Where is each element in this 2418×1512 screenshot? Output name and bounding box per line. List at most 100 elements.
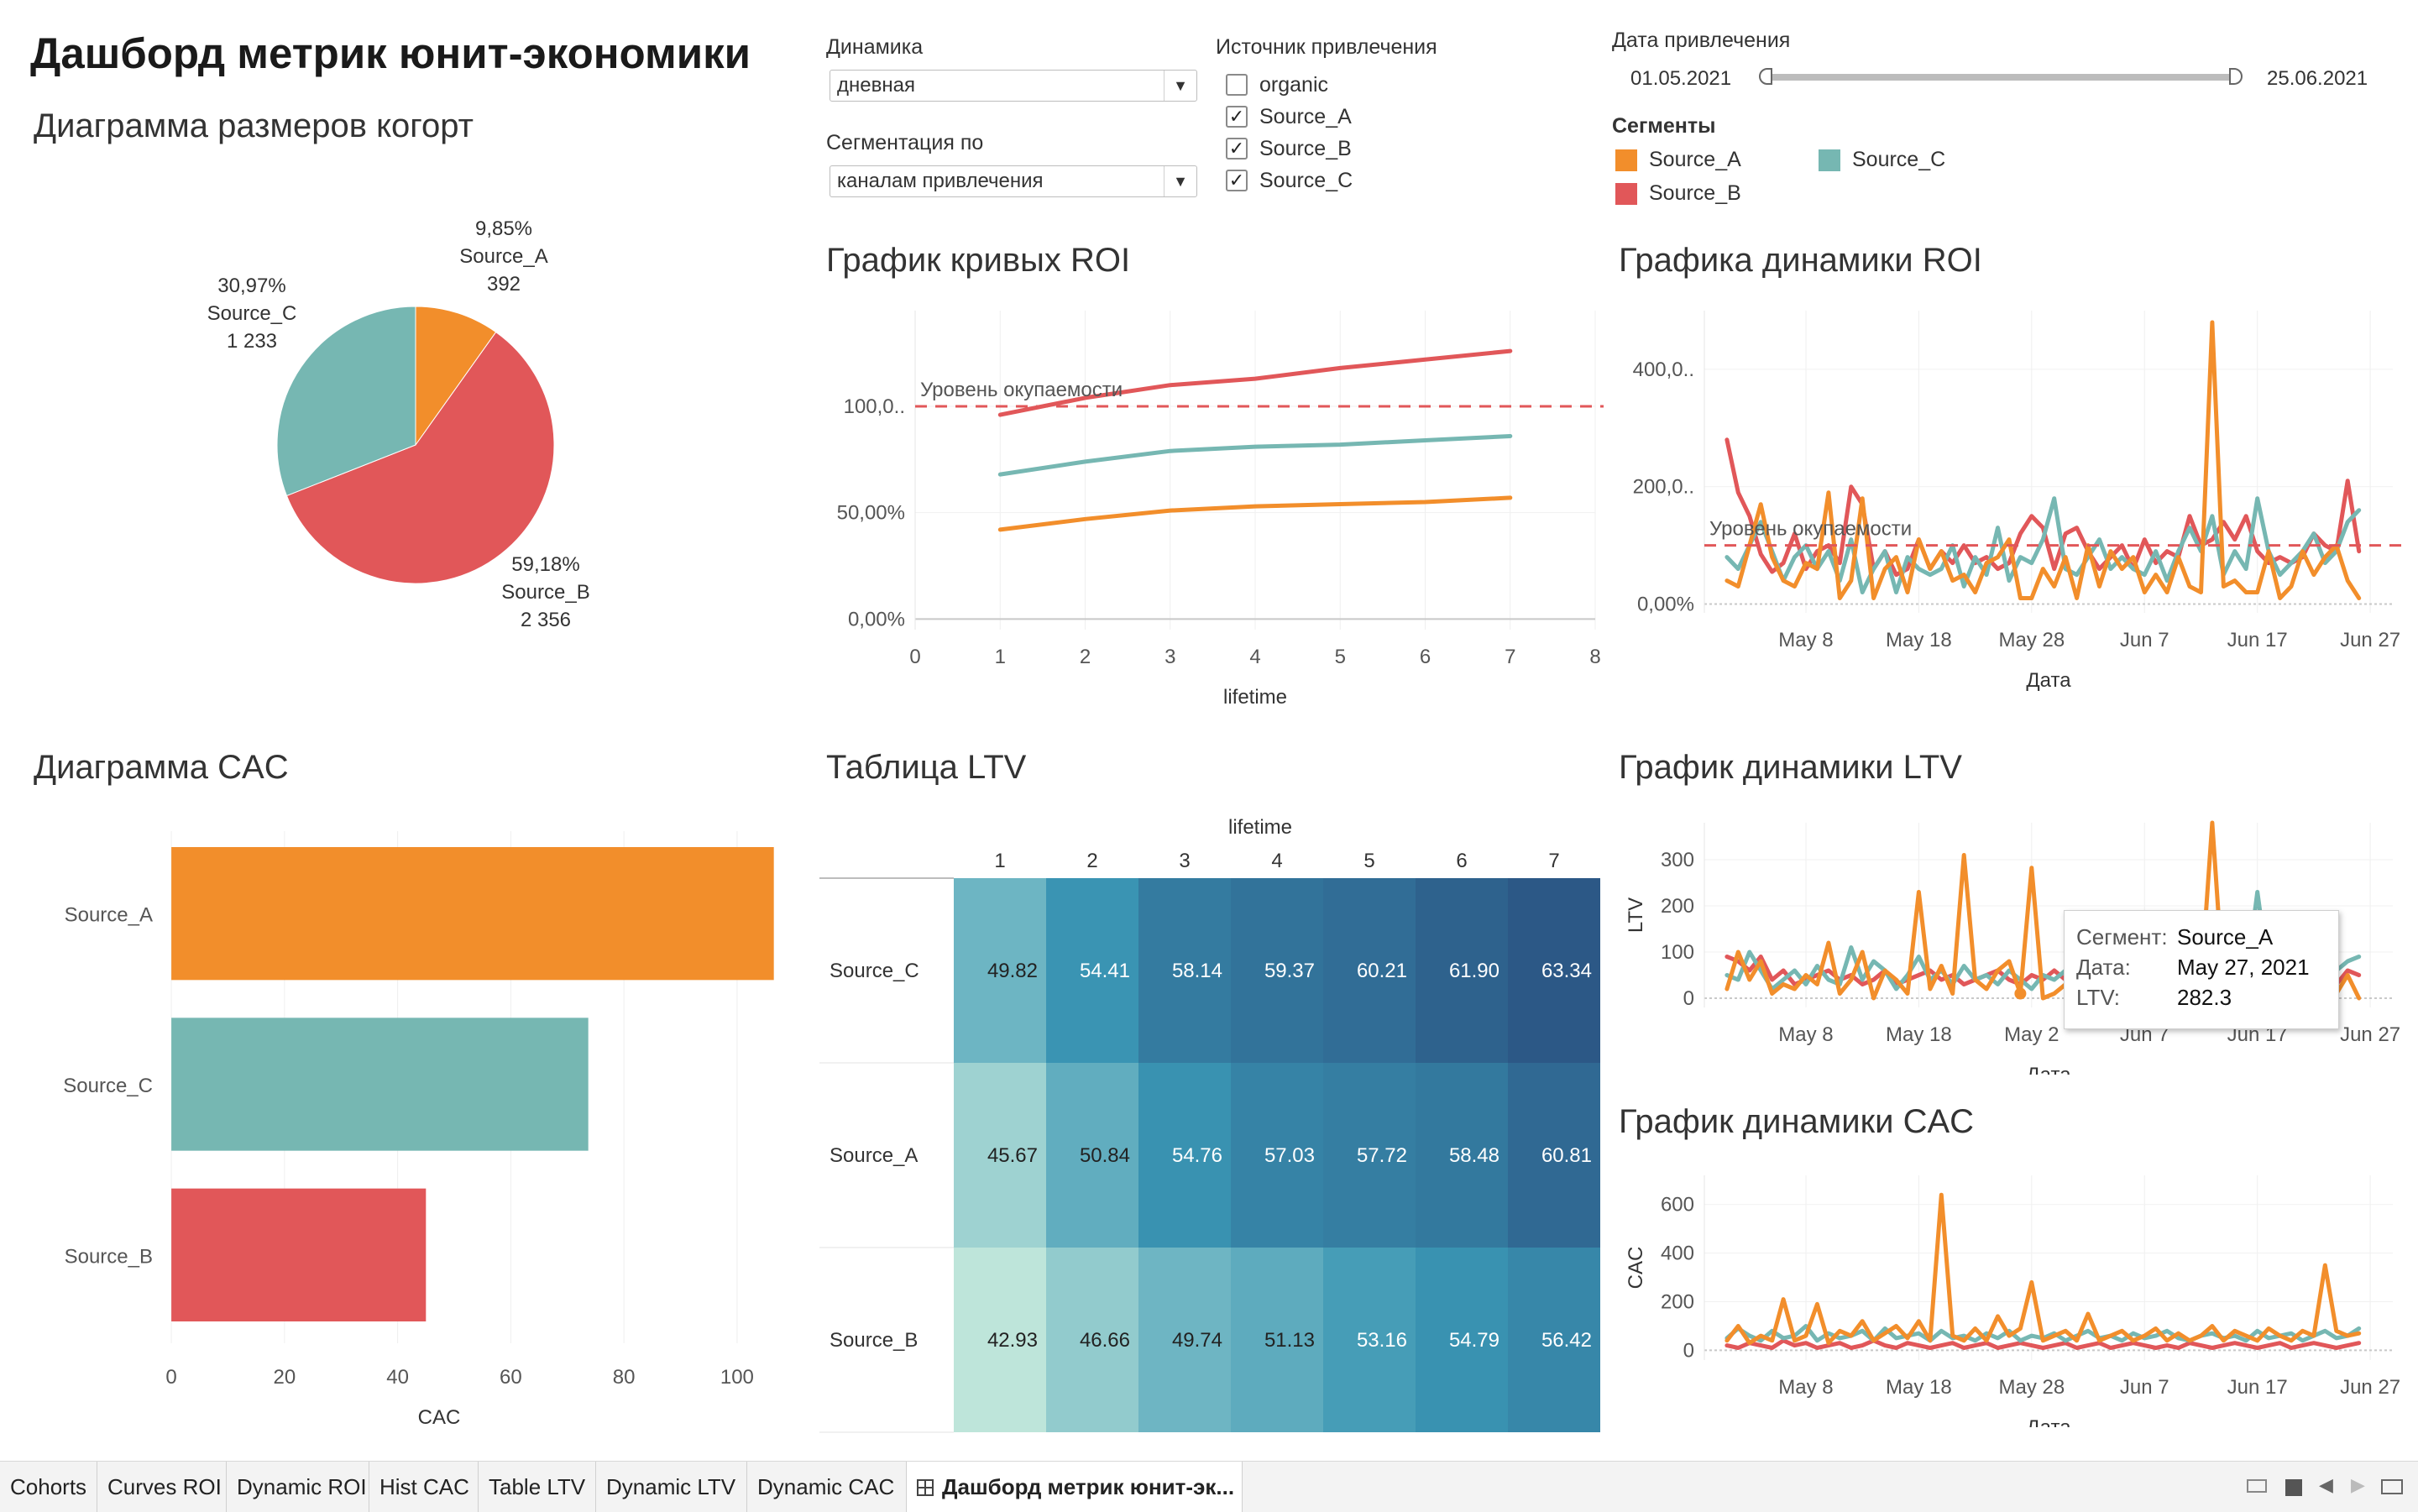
checkbox-checked-icon[interactable]: ✓: [1226, 106, 1248, 128]
y-tick-label: 0,00%: [848, 608, 905, 630]
heatmap-cell: [1508, 1248, 1600, 1432]
checkbox-checked-icon[interactable]: ✓: [1226, 138, 1248, 160]
breakeven-label: Уровень окупаемости: [920, 379, 1123, 401]
date-filter-end: 25.06.2021: [2267, 67, 2368, 90]
source-filter-item-source-b[interactable]: ✓ Source_B: [1226, 133, 1353, 165]
column-header: 1: [994, 850, 1005, 872]
cell-value: 49.82: [987, 960, 1038, 982]
tab-curves-roi[interactable]: Curves ROI: [97, 1462, 227, 1512]
legend-item-source-c[interactable]: Source_C: [1819, 148, 1945, 172]
source-filter-item-source-c[interactable]: ✓ Source_C: [1226, 165, 1353, 196]
cell-value: 49.74: [1172, 1329, 1222, 1352]
heatmap-cell: [1231, 1063, 1323, 1248]
prev-sheet-icon[interactable]: ◀: [2319, 1474, 2333, 1495]
sheet-tab-bar: Cohorts Curves ROI Dynamic ROI Hist CAC …: [0, 1461, 2418, 1512]
cac-bars-title: Диаграмма CAC: [34, 749, 289, 786]
x-tick-label: Jun 17: [2227, 629, 2288, 651]
legend-item-source-b[interactable]: Source_B: [1615, 181, 1741, 206]
date-slider-start-handle[interactable]: [1759, 68, 1772, 85]
x-tick-label: 80: [613, 1366, 636, 1389]
tab-table-ltv[interactable]: Table LTV: [479, 1462, 596, 1512]
cac-dynamics-chart[interactable]: May 8 May 18 May 28 Jun 7 Jun 17 Jun 27 0 200 40…: [1612, 1159, 2418, 1427]
legend-label: Source_A: [1649, 148, 1741, 171]
x-tick-label: 40: [386, 1366, 409, 1389]
series-line-source-a: [1725, 320, 2362, 600]
date-slider-end-handle[interactable]: [2229, 68, 2243, 85]
x-tick-label: May 28: [1998, 1376, 2065, 1399]
x-axis-title: CAC: [418, 1406, 461, 1427]
cohort-pie-chart[interactable]: 9,85% Source_A 392 59,18% Source_B 2 356 30,97…: [0, 168, 806, 688]
heatmap-cell: [1416, 878, 1508, 1063]
tooltip-ltv-label: LTV:: [2076, 985, 2121, 1010]
roi-curves-chart[interactable]: 0 1 2 3 4 5 6 7 8 0,00% 50,00% 100,0.. lifetime Урове…: [806, 294, 1612, 722]
checkbox-checked-icon[interactable]: ✓: [1226, 170, 1248, 191]
x-tick-label: Jun 27: [2340, 1376, 2400, 1399]
tab-dynamic-ltv[interactable]: Dynamic LTV: [596, 1462, 747, 1512]
show-sheets-icon[interactable]: [2247, 1479, 2267, 1493]
checkbox-unchecked-icon[interactable]: [1226, 74, 1248, 96]
source-filter-item-label: Source_A: [1259, 104, 1352, 128]
x-tick-label: 20: [274, 1366, 296, 1389]
tab-dashboard[interactable]: Дашборд метрик юнит-эк...: [907, 1462, 1243, 1512]
segmentation-dropdown[interactable]: каналам привлечения ▼: [830, 165, 1197, 197]
heatmap-cell: [1508, 1063, 1600, 1248]
cell-value: 63.34: [1541, 960, 1592, 982]
source-filter-item-label: organic: [1259, 72, 1328, 97]
cell-value: 60.21: [1357, 960, 1407, 982]
y-tick-label: 200: [1661, 1291, 1694, 1314]
segmentation-value: каналам привлечения: [837, 170, 1044, 192]
tab-dynamic-roi[interactable]: Dynamic ROI: [227, 1462, 369, 1512]
column-header: 3: [1179, 850, 1190, 872]
chevron-down-icon[interactable]: ▼: [1164, 71, 1196, 101]
column-header-title: lifetime: [1228, 816, 1292, 839]
cell-value: 51.13: [1264, 1329, 1315, 1352]
legend-label: Source_C: [1852, 148, 1946, 171]
heatmap-cell: [1138, 1248, 1231, 1432]
source-filter-item-organic[interactable]: organic: [1226, 69, 1353, 101]
heatmap-cell: [1508, 878, 1600, 1063]
x-tick-label: 0: [165, 1366, 176, 1389]
legend-swatch: [1615, 182, 1637, 205]
y-tick-label: 50,00%: [837, 502, 905, 525]
presentation-mode-icon[interactable]: [2381, 1479, 2403, 1494]
y-axis-title: CAC: [1625, 1247, 1647, 1290]
cell-value: 59.37: [1264, 960, 1315, 982]
pie-label-count: 2 356: [521, 609, 571, 631]
roi-dynamics-chart[interactable]: May 8 May 18 May 28 Jun 7 Jun 17 Jun 27 0,00% 2…: [1612, 294, 2418, 722]
breakeven-label: Уровень окупаемости: [1709, 518, 1912, 541]
x-axis-title: lifetime: [1223, 686, 1287, 709]
legend-item-source-a[interactable]: Source_A: [1615, 148, 1741, 172]
cohort-sizes-title: Диаграмма размеров когорт: [34, 107, 474, 144]
tooltip-segment-label: Сегмент:: [2076, 924, 2168, 950]
date-range-slider-track[interactable]: [1765, 74, 2237, 81]
tab-cohorts[interactable]: Cohorts: [0, 1462, 97, 1512]
cell-value: 53.16: [1357, 1329, 1407, 1352]
next-sheet-icon[interactable]: ▶: [2351, 1474, 2365, 1495]
y-tick-label: 0,00%: [1637, 594, 1694, 616]
x-axis-title: Дата: [2026, 1064, 2071, 1075]
cell-value: 58.48: [1449, 1144, 1499, 1167]
source-filter-item-source-a[interactable]: ✓ Source_A: [1226, 101, 1353, 133]
legend-label: Source_B: [1649, 181, 1741, 205]
x-tick-label: 2: [1080, 646, 1091, 668]
chevron-down-icon[interactable]: ▼: [1164, 166, 1196, 196]
ltv-heatmap-table[interactable]: lifetime 1 2 3 4 5 6 7 Source_C 49.82 54.41 58.14 59…: [806, 806, 1612, 1444]
cell-value: 60.81: [1541, 1144, 1592, 1167]
tab-dynamic-cac[interactable]: Dynamic CAC: [747, 1462, 907, 1512]
series-line-source-a: [1725, 1192, 2362, 1346]
roi-curves-title: График кривых ROI: [826, 242, 1131, 279]
tab-hist-cac[interactable]: Hist CAC: [369, 1462, 479, 1512]
filmstrip-icon[interactable]: [2285, 1479, 2302, 1496]
dynamics-dropdown[interactable]: дневная ▼: [830, 70, 1197, 102]
heatmap-cell: [1046, 1063, 1138, 1248]
heatmap-cell: [1416, 1063, 1508, 1248]
source-filter-list: organic ✓ Source_A ✓ Source_B ✓ Source_C: [1226, 69, 1353, 196]
y-tick-label: 0: [1683, 987, 1694, 1010]
pie-label-name: Source_C: [207, 302, 297, 325]
y-tick-label: 300: [1661, 849, 1694, 871]
pie-slice-source-a: [415, 306, 497, 447]
cac-bar-chart[interactable]: 0 20 40 60 80 100 CAC Source_A Source_C Source_B: [0, 806, 806, 1427]
pie-slice-source-c: [276, 306, 416, 497]
x-tick-label: 8: [1589, 646, 1600, 668]
row-label: Source_B: [830, 1329, 918, 1352]
